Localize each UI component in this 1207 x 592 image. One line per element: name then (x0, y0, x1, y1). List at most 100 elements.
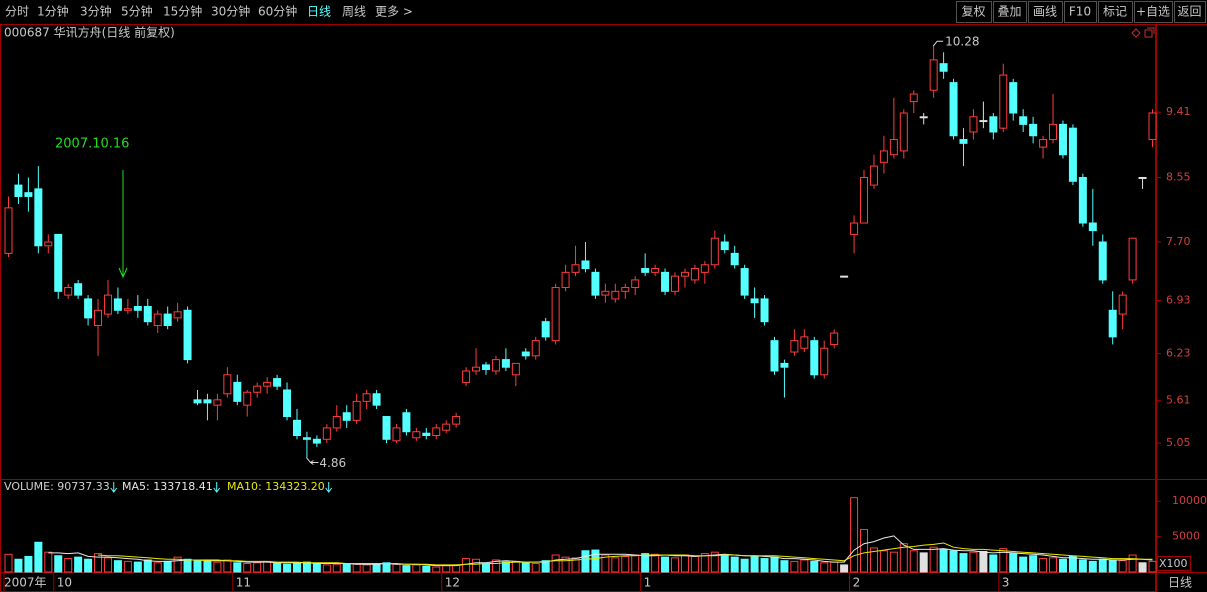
candle-body (312, 438, 321, 444)
period-tab[interactable]: 1分钟 (37, 4, 69, 19)
candle-body (243, 391, 252, 406)
candle-body (332, 416, 341, 429)
candle-body (1029, 123, 1038, 137)
volume-bar (710, 551, 719, 573)
period-tab[interactable]: 日线 (307, 5, 331, 19)
candle-body (1098, 241, 1107, 281)
volume-bar (879, 550, 888, 573)
x-tick-label: 10 (57, 576, 72, 590)
volume-bar (810, 560, 819, 573)
candle-body (24, 192, 33, 197)
volume-bar (392, 563, 401, 573)
volume-bar (999, 548, 1008, 573)
volume-bar (263, 560, 272, 573)
candle-body (94, 309, 103, 326)
toolbar-button[interactable]: +自选 (1136, 5, 1170, 19)
volume-bar (551, 554, 560, 573)
candle-body (133, 305, 142, 311)
candle-body (561, 271, 570, 289)
volume-bar (123, 560, 132, 573)
toolbar-button[interactable]: 画线 (1033, 5, 1057, 19)
volume-bar (989, 554, 998, 573)
volume-bar (213, 561, 222, 573)
volume-bar (671, 557, 680, 573)
candle-body (631, 279, 640, 289)
volume-bar (44, 551, 53, 573)
button-frame (956, 1, 992, 23)
candle-body (641, 268, 650, 273)
y-tick-label: 7.70 (1166, 235, 1191, 248)
candle-body (64, 287, 73, 296)
volume-bar (800, 559, 809, 573)
volume-bar (909, 550, 918, 573)
period-tab[interactable]: 15分钟 (163, 4, 202, 19)
candle-body (710, 237, 719, 266)
candle-body (1049, 123, 1058, 141)
candle-body (362, 393, 371, 402)
volume-bar (780, 560, 789, 573)
volume-bar (959, 553, 968, 573)
toolbar-button[interactable]: 标记 (1103, 5, 1127, 19)
button-frame (1028, 1, 1063, 23)
toolbar-button[interactable]: F10 (1069, 5, 1091, 19)
candle-body (551, 287, 560, 342)
candle-body (372, 393, 381, 406)
volume-bar (1098, 558, 1107, 573)
period-tab[interactable]: 3分钟 (80, 4, 112, 19)
period-tab[interactable]: 30分钟 (211, 4, 250, 19)
volume-bar (860, 529, 869, 573)
candle-body (621, 287, 630, 292)
volume-bar (422, 565, 431, 573)
volume-bar (651, 553, 660, 573)
volume-bar (770, 556, 779, 573)
y-tick-label: 6.93 (1166, 293, 1191, 306)
candle-body (442, 423, 451, 431)
volume-bar (531, 563, 540, 573)
candle-body (1009, 82, 1018, 114)
volume-bar (850, 497, 859, 573)
candle-body (472, 366, 481, 372)
annotation-arrowhead (118, 267, 128, 279)
volume-bar (173, 556, 182, 573)
candle-body (402, 412, 411, 433)
period-tab[interactable]: 周线 (342, 5, 366, 19)
candle-body (193, 399, 202, 404)
candle-body (412, 431, 421, 439)
volume-bar (1029, 555, 1038, 573)
volume-bar (203, 560, 212, 573)
candle-body (720, 241, 729, 251)
candle-body (800, 336, 809, 349)
toolbar-button[interactable]: 返回 (1177, 5, 1201, 19)
volume-bar (631, 554, 640, 573)
candle-body (183, 309, 192, 361)
period-tab[interactable]: 60分钟 (258, 4, 297, 19)
candle-body (611, 290, 620, 300)
volume-bar (1078, 559, 1087, 573)
period-tab[interactable]: 5分钟 (121, 4, 153, 19)
candle-body (1128, 237, 1137, 281)
candle-body (481, 364, 490, 370)
button-frame (1098, 1, 1133, 23)
volume-bar (1118, 560, 1127, 573)
toolbar-button[interactable]: 复权 (961, 5, 985, 19)
volume-bar (402, 565, 411, 573)
volume-bar (133, 561, 142, 573)
toolbar-button[interactable]: 叠加 (997, 5, 1021, 19)
candle-body (1108, 309, 1117, 338)
volume-bar (372, 563, 381, 573)
volume-bar (720, 554, 729, 573)
volume-bar (1108, 559, 1117, 573)
volume-header: MA10: 134323.20 (227, 480, 325, 493)
period-tab[interactable]: 分时 (5, 5, 29, 19)
period-tab[interactable]: 更多 > (375, 5, 413, 19)
candle-body (1078, 176, 1087, 224)
candle-body (302, 437, 311, 440)
candle-body (869, 165, 878, 186)
candle-body (581, 260, 590, 270)
x-tick-label: 11 (236, 576, 251, 590)
candle-body (392, 427, 401, 442)
candle-body (840, 275, 849, 278)
volume-bar (273, 563, 282, 573)
volume-bar (760, 558, 769, 573)
volume-bar (34, 541, 43, 573)
